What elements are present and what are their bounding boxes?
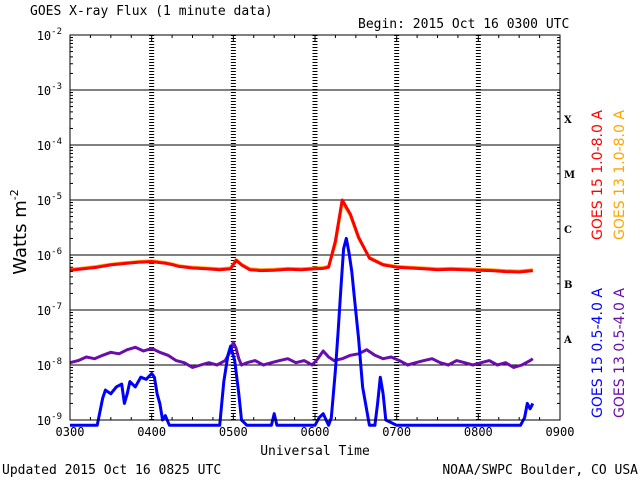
x-axis-label: Universal Time — [260, 444, 370, 459]
begin-time: Begin: 2015 Oct 16 0300 UTC — [358, 17, 569, 32]
x-tick-label: 0800 — [464, 425, 493, 439]
flare-class-label: A — [563, 335, 572, 346]
x-tick-label: 0300 — [56, 425, 85, 439]
legend: GOES 15 1.0-8.0 A GOES 15 0.5-4.0 A GOES 1… — [590, 110, 628, 418]
legend-entry: GOES 13 1.0-8.0 A — [612, 110, 628, 240]
flare-class-label: C — [564, 225, 572, 236]
legend-entry: GOES 13 0.5-4.0 A — [612, 288, 628, 418]
chart-title: GOES X-ray Flux (1 minute data) — [30, 4, 273, 19]
data-series — [69, 198, 535, 427]
y-tick-label: 10-4 — [37, 137, 62, 153]
legend-entry: GOES 15 1.0-8.0 A — [590, 110, 606, 240]
y-tick-label: 10-6 — [37, 247, 62, 263]
x-axis-ticks: 0300 0400 0500 0600 0700 0800 0900 — [56, 35, 575, 439]
y-tick-label: 10-5 — [37, 192, 62, 208]
credit-text: NOAA/SWPC Boulder, CO USA — [442, 463, 638, 478]
x-tick-label: 0700 — [382, 425, 411, 439]
plot-grid — [70, 35, 560, 420]
x-tick-label: 0600 — [301, 425, 330, 439]
flare-class-labels: A B C M X — [563, 115, 575, 346]
y-tick-label: 10-2 — [37, 27, 62, 43]
y-axis-ticks: 10-9 10-8 10-7 10-6 10-5 10-4 10-3 10-2 — [37, 27, 560, 428]
y-tick-label: 10-9 — [37, 412, 62, 428]
x-tick-label: 0500 — [219, 425, 248, 439]
updated-time: Updated 2015 Oct 16 0825 UTC — [2, 463, 221, 478]
y-tick-label: 10-3 — [37, 82, 62, 98]
flare-class-label: B — [564, 280, 572, 291]
y-tick-label: 10-7 — [37, 302, 62, 318]
flare-class-label: M — [564, 170, 575, 181]
x-tick-label: 0900 — [546, 425, 575, 439]
series-line — [69, 198, 533, 274]
y-tick-label: 10-8 — [37, 357, 62, 373]
series-line — [69, 340, 534, 369]
y-axis-label: Watts m-2 — [8, 189, 31, 274]
series-line — [70, 236, 535, 427]
flare-class-label: X — [564, 115, 572, 126]
legend-entry: GOES 15 0.5-4.0 A — [590, 288, 606, 418]
x-tick-label: 0400 — [137, 425, 166, 439]
